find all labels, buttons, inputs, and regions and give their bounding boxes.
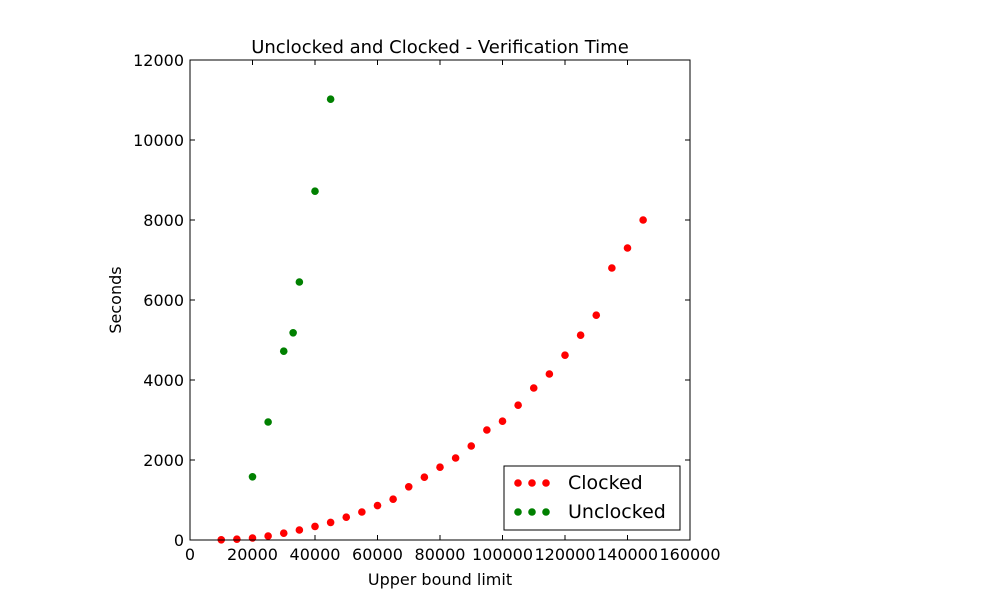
legend: Clocked Unclocked [503, 465, 681, 531]
x-tick-label: 60000 [352, 545, 403, 564]
x-tick-label: 100000 [472, 545, 533, 564]
clocked-point [514, 401, 522, 410]
chart-title: Unclocked and Clocked - Verification Tim… [251, 37, 629, 58]
y-tick-label: 10000 [133, 131, 184, 150]
clocked-point [639, 216, 647, 224]
x-tick-label: 140000 [597, 545, 658, 564]
x-tick-label: 40000 [290, 545, 341, 564]
unclocked-point [326, 95, 335, 103]
x-tick-label: 160000 [659, 545, 720, 564]
clocked-point [436, 463, 444, 472]
y-tick-label: 0 [174, 531, 184, 550]
x-tick-label: 80000 [415, 545, 466, 564]
unclocked-point [248, 473, 257, 481]
clocked-point [498, 417, 507, 426]
y-tick-label: 12000 [133, 51, 184, 70]
clocked-point [311, 522, 319, 531]
clocked-point [358, 508, 366, 516]
unclocked-point [289, 329, 297, 337]
unclocked-point [264, 418, 272, 426]
clocked-legend-marker [514, 479, 522, 487]
x-axis-ticks: 0 20000 40000 60000 80000 100000 120000 140000 1… [185, 60, 721, 564]
clocked-point [545, 370, 554, 378]
clocked-point [576, 331, 585, 340]
clocked-legend-marker [542, 479, 550, 487]
y-axis-ticks: 0 2000 4000 6000 8000 10000 12000 [133, 51, 690, 550]
x-tick-label: 120000 [534, 545, 595, 564]
legend-label-unclocked: Unclocked [568, 501, 666, 523]
x-tick-label: 0 [185, 545, 195, 564]
unclocked-legend-marker [514, 508, 522, 516]
clocked-point [264, 532, 272, 540]
plot-points [217, 95, 647, 544]
y-tick-label: 6000 [143, 291, 184, 310]
y-tick-label: 2000 [143, 451, 184, 470]
legend-label-clocked: Clocked [568, 472, 643, 494]
legend-box [503, 465, 681, 531]
clocked-legend-marker [528, 479, 536, 487]
clocked-point [404, 483, 413, 491]
clocked-point [295, 526, 304, 534]
clocked-point [420, 473, 429, 482]
clocked-point [279, 529, 288, 537]
unclocked-legend-marker [528, 508, 536, 516]
y-tick-label: 8000 [143, 211, 184, 230]
clocked-point [373, 501, 382, 510]
clocked-point [592, 311, 601, 320]
clocked-point [389, 495, 397, 504]
clocked-point [233, 535, 241, 543]
clocked-point [561, 351, 569, 360]
unclocked-point [295, 278, 304, 286]
y-axis-label: Seconds [106, 266, 125, 333]
clocked-point [529, 384, 538, 392]
plot-frame [189, 59, 691, 541]
clocked-point [248, 534, 257, 542]
clocked-point [623, 244, 632, 252]
unclocked-point [279, 347, 288, 356]
unclocked-legend-marker [542, 508, 550, 516]
unclocked-point [311, 187, 319, 195]
clocked-point [342, 513, 351, 521]
clocked-point [608, 264, 616, 272]
y-tick-label: 4000 [143, 371, 184, 390]
clocked-point [467, 442, 476, 450]
x-tick-label: 20000 [227, 545, 278, 564]
clocked-point [483, 426, 491, 434]
x-axis-label: Upper bound limit [368, 570, 512, 589]
clocked-point [326, 518, 335, 527]
clocked-point [451, 454, 460, 462]
